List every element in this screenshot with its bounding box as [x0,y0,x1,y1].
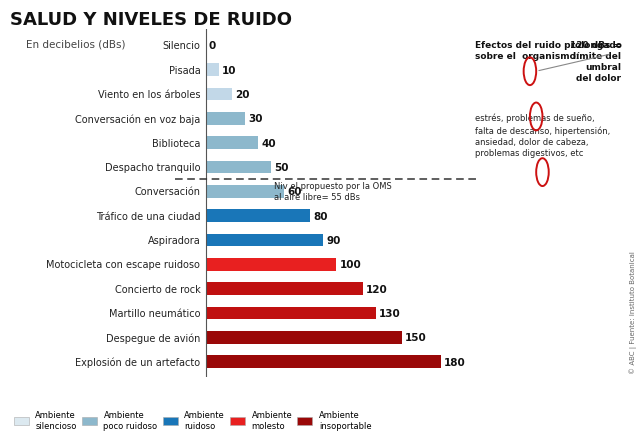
Bar [205,137,258,150]
Text: 150: 150 [405,332,427,342]
Text: Motocicleta con escape ruidoso: Motocicleta con escape ruidoso [47,260,200,270]
Text: En decibelios (dBs): En decibelios (dBs) [26,39,125,49]
Text: 0: 0 [209,41,216,51]
Bar [205,234,323,247]
Text: SALUD Y NIVELES DE RUIDO: SALUD Y NIVELES DE RUIDO [10,11,292,29]
Text: estrés, problemas de sueño,
falta de descanso, hipertensión,
ansiedad, dolor de : estrés, problemas de sueño, falta de des… [475,114,611,158]
Text: Martillo neumático: Martillo neumático [109,308,200,318]
Text: 10: 10 [222,66,236,76]
Text: 120: 120 [366,284,388,294]
Bar [205,331,402,344]
Text: Despacho tranquilo: Despacho tranquilo [105,163,200,173]
Text: 50: 50 [274,163,289,173]
Text: Biblioteca: Biblioteca [152,138,200,148]
Text: Tráfico de una ciudad: Tráfico de una ciudad [96,211,200,221]
Text: 20: 20 [235,90,250,100]
Bar [205,307,376,319]
Text: Pisada: Pisada [168,66,200,76]
Bar [205,89,232,101]
Text: Aspiradora: Aspiradora [148,235,200,245]
Text: Conversación en voz baja: Conversación en voz baja [75,114,200,124]
Text: 30: 30 [248,114,262,124]
Text: 130: 130 [379,308,401,318]
Bar [205,258,337,271]
Text: Explosión de un artefacto: Explosión de un artefacto [75,357,200,367]
Text: 80: 80 [314,211,328,221]
Bar [205,185,284,198]
Text: © ABC | Fuente: Instituto Botanical: © ABC | Fuente: Instituto Botanical [629,251,637,373]
Text: 100: 100 [340,260,362,270]
Text: Efectos del ruido prolongado
sobre el  organismo:: Efectos del ruido prolongado sobre el or… [475,41,622,61]
Text: Despegue de avión: Despegue de avión [106,332,200,343]
Bar [205,355,441,368]
Bar [205,283,362,295]
Bar [205,210,310,223]
Text: 40: 40 [261,138,276,148]
Bar [205,113,244,125]
Text: Silencio: Silencio [163,41,200,51]
Text: 60: 60 [287,187,302,197]
Bar [205,64,219,77]
Legend: Ambiente
silencioso, Ambiente
poco ruidoso, Ambiente
ruidoso, Ambiente
molesto, : Ambiente silencioso, Ambiente poco ruido… [14,411,372,430]
Text: Concierto de rock: Concierto de rock [115,284,200,294]
Text: Viento en los árboles: Viento en los árboles [98,90,200,100]
Text: 90: 90 [326,235,341,245]
Text: 180: 180 [444,357,466,367]
Text: Conversación: Conversación [134,187,200,197]
Text: Niv el propuesto por la OMS
al aire libre= 55 dBs: Niv el propuesto por la OMS al aire libr… [273,182,391,202]
Text: 120 dBs =
límite del
umbral
del dolor: 120 dBs = límite del umbral del dolor [570,41,621,83]
Bar [205,161,271,174]
